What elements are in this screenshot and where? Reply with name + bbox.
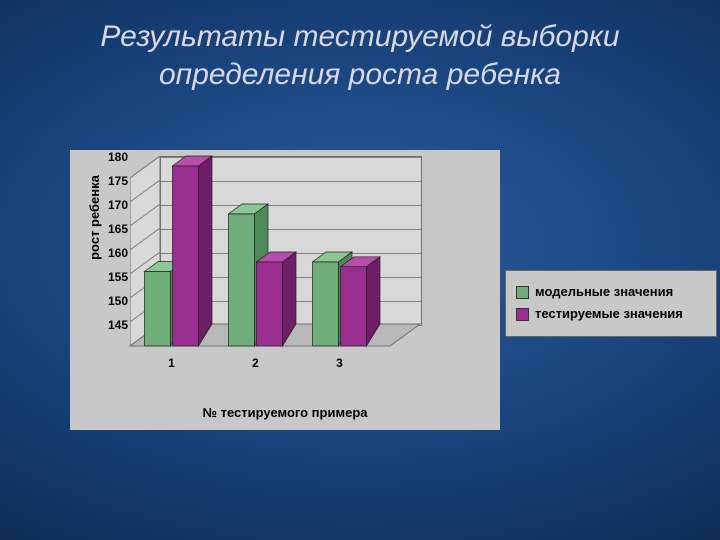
legend-item: модельные значения: [516, 283, 706, 301]
x-axis-title: № тестируемого примера: [70, 405, 500, 420]
slide: Результаты тестируемой выборки определен…: [0, 0, 720, 540]
x-tick: 2: [241, 356, 271, 370]
chart-container: рост ребенка 145150155160165170175180 12…: [70, 150, 500, 430]
x-axis-ticks: 1 2 3: [130, 356, 450, 376]
legend-item: тестируемые значения: [516, 305, 706, 323]
title-line2: определения роста ребенка: [159, 58, 561, 91]
x-tick: 1: [157, 356, 187, 370]
bars: [130, 156, 450, 346]
y-tick: 145: [90, 318, 128, 332]
y-tick: 165: [90, 222, 128, 236]
y-tick: 150: [90, 294, 128, 308]
y-tick: 160: [90, 246, 128, 260]
x-tick: 3: [325, 356, 355, 370]
legend: модельные значения тестируемые значения: [505, 270, 717, 337]
legend-swatch: [516, 286, 529, 299]
y-tick: 180: [90, 150, 128, 164]
title-line1: Результаты тестируемой выборки: [100, 20, 619, 53]
legend-label: модельные значения: [535, 283, 673, 301]
slide-title: Результаты тестируемой выборки определен…: [0, 0, 720, 93]
y-tick: 175: [90, 174, 128, 188]
y-axis-ticks: 145 150 155 160 165 170 175 180: [90, 150, 128, 330]
legend-swatch: [516, 308, 529, 321]
legend-label: тестируемые значения: [535, 305, 683, 323]
y-tick: 155: [90, 270, 128, 284]
y-tick: 170: [90, 198, 128, 212]
plot-3d: 123: [130, 156, 450, 356]
